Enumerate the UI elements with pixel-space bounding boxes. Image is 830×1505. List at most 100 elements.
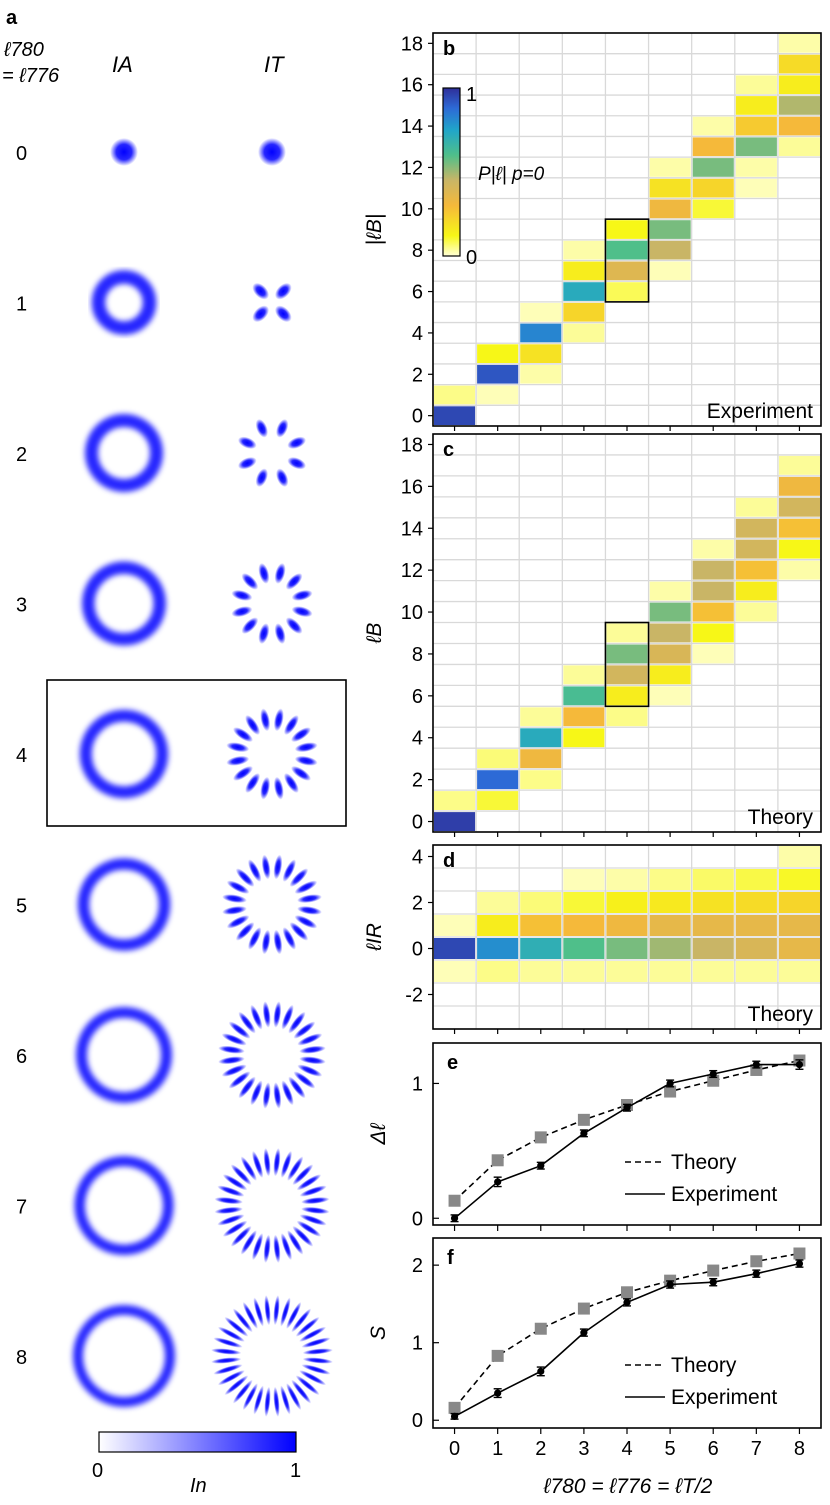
heatmap-cell bbox=[563, 261, 605, 281]
data-point-circle bbox=[623, 1104, 631, 1112]
petal-lobe bbox=[226, 742, 250, 753]
y-tick-label: 0 bbox=[412, 406, 423, 428]
y-tick-label: 14 bbox=[401, 116, 423, 138]
y-tick-label: 18 bbox=[401, 434, 423, 456]
heatmap-theory-lb: 0 2 4 6 8 10 12 14 16 18 ℓB c Theory bbox=[363, 433, 822, 837]
y-axis-label: S bbox=[367, 1326, 390, 1340]
petal-lobe bbox=[280, 1385, 291, 1415]
petal-lobe bbox=[264, 1295, 271, 1326]
petal-lobe bbox=[299, 1045, 326, 1054]
column-header-ia: IA bbox=[112, 52, 133, 77]
heatmap-cell bbox=[778, 869, 820, 890]
y-tick-label: 4 bbox=[412, 323, 423, 345]
series-line bbox=[453, 1252, 800, 1409]
petal-lobe bbox=[297, 894, 322, 904]
data-point-circle bbox=[580, 1329, 588, 1337]
panel-note: Experiment bbox=[707, 400, 813, 423]
heatmap-cell bbox=[692, 623, 734, 643]
heatmap-cell bbox=[520, 323, 562, 343]
y-tick-label: 14 bbox=[401, 518, 423, 540]
line-plot-delta-l: 0 1 Δℓ e Theory Experiment bbox=[367, 1042, 822, 1231]
heatmap-cell bbox=[778, 560, 820, 580]
data-point-square bbox=[534, 1322, 547, 1335]
beam-profile-a bbox=[91, 270, 157, 335]
data-point-circle bbox=[623, 1298, 631, 1306]
petal-lobe bbox=[291, 589, 313, 601]
heatmap-cell bbox=[735, 116, 777, 136]
heatmap-cell bbox=[778, 938, 820, 959]
petal-lobe bbox=[273, 776, 284, 800]
highlight-box bbox=[604, 218, 650, 303]
heatmap-cell bbox=[520, 938, 562, 959]
heatmap-cell bbox=[649, 869, 691, 890]
data-point-circle bbox=[709, 1278, 717, 1286]
petal-lobe bbox=[258, 562, 270, 584]
y-tick-label: 8 bbox=[412, 644, 423, 666]
data-point-circle bbox=[752, 1270, 760, 1278]
row-header-l776: = ℓ776 bbox=[2, 65, 60, 87]
heatmap-cell bbox=[778, 961, 820, 982]
petal-lobe bbox=[252, 282, 270, 300]
petal-lobe bbox=[238, 436, 257, 449]
petal-lobe bbox=[240, 1230, 257, 1255]
petal-lobe bbox=[273, 929, 283, 955]
petal-lobe bbox=[294, 755, 318, 766]
beam-profile-t bbox=[231, 562, 313, 645]
heatmap-cell bbox=[778, 96, 820, 115]
heatmap-cell bbox=[735, 869, 777, 890]
petal-lobe bbox=[217, 1214, 245, 1226]
petal-lobe bbox=[282, 927, 297, 950]
data-point-square bbox=[750, 1255, 763, 1268]
panel-label: b bbox=[443, 38, 455, 60]
heatmap-cell bbox=[692, 137, 734, 157]
petal-lobe bbox=[288, 1011, 306, 1034]
heatmap-cell bbox=[778, 892, 820, 913]
heatmap-cell bbox=[692, 581, 734, 601]
petal-lobe bbox=[233, 765, 253, 781]
petal-lobe bbox=[283, 773, 299, 793]
petal-lobe bbox=[231, 589, 253, 601]
y-tick-label: 16 bbox=[401, 75, 423, 97]
y-tick-label: 8 bbox=[412, 240, 423, 262]
heatmap-cell bbox=[434, 915, 476, 936]
petal-lobe bbox=[213, 1337, 243, 1348]
heatmap-cell bbox=[735, 158, 777, 177]
heatmap-cell bbox=[735, 137, 777, 157]
heatmap-cell bbox=[563, 938, 605, 959]
heatmap-cell bbox=[778, 137, 820, 157]
heatmap-cell bbox=[606, 644, 648, 664]
petal-lobe bbox=[222, 1220, 248, 1237]
petal-lobe bbox=[301, 1197, 330, 1205]
petal-lobe bbox=[235, 922, 255, 941]
beam-profile-a bbox=[74, 1155, 174, 1256]
heatmap-cell bbox=[434, 791, 476, 810]
heatmap-cell bbox=[649, 199, 691, 219]
intensity-profile-grid: 0 1 2 3 4 5 6 7 8 bbox=[16, 138, 333, 1417]
data-point-square bbox=[664, 1085, 677, 1098]
data-point-circle bbox=[709, 1070, 717, 1078]
heatmap-cell bbox=[692, 116, 734, 136]
heatmap-cell bbox=[649, 665, 691, 685]
petal-lobe bbox=[276, 468, 289, 487]
petal-lobe bbox=[299, 1370, 327, 1386]
profile-row: 8 bbox=[16, 1295, 333, 1417]
row-label: 8 bbox=[16, 1347, 27, 1369]
petal-lobe bbox=[291, 727, 311, 743]
petal-lobe bbox=[291, 1379, 312, 1404]
y-tick-label: 18 bbox=[401, 33, 423, 55]
heatmap-cell bbox=[735, 602, 777, 622]
row-label: 1 bbox=[16, 294, 27, 316]
heatmap-cell bbox=[692, 869, 734, 890]
heatmap-cell bbox=[563, 961, 605, 982]
petal-lobe bbox=[302, 1357, 333, 1364]
petal-lobe bbox=[273, 1295, 280, 1326]
petal-lobe bbox=[222, 894, 247, 904]
x-tick-label: 0 bbox=[449, 1438, 460, 1460]
heatmap-cell bbox=[778, 846, 820, 867]
x-tick-label: 6 bbox=[708, 1438, 719, 1460]
heatmap-cell bbox=[563, 282, 605, 301]
heatmap-cell bbox=[520, 707, 562, 727]
panel-label: d bbox=[443, 850, 455, 872]
